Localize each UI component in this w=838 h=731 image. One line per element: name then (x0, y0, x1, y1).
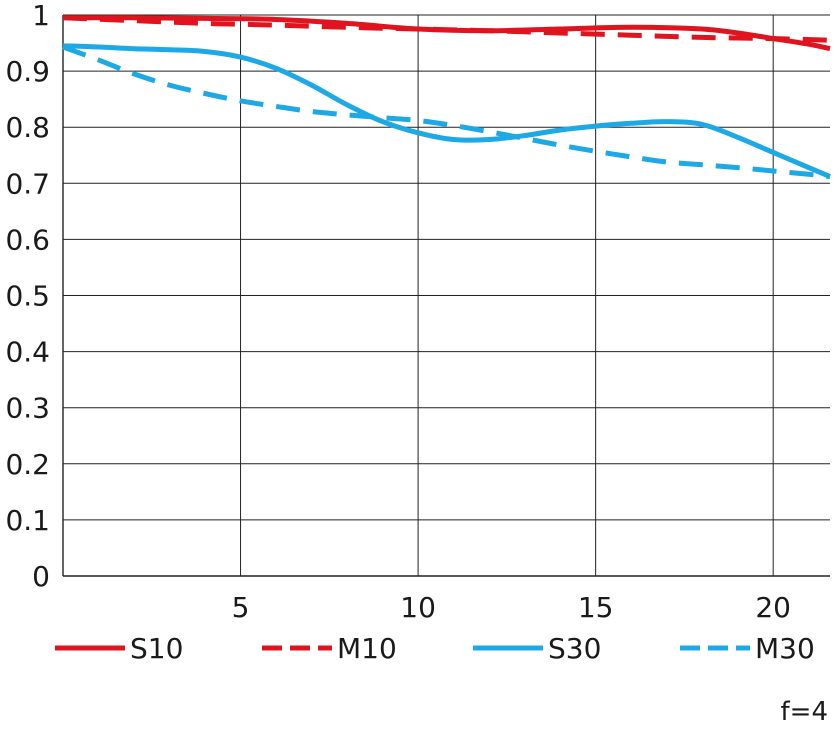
series-lines (62, 15, 831, 180)
y-tick-label: 1 (32, 0, 50, 32)
legend-label-s30: S30 (548, 632, 601, 665)
series-line-s30 (62, 43, 831, 179)
y-tick-label: 0.1 (5, 504, 50, 537)
y-tick-label: 0 (32, 560, 50, 593)
y-tick-label: 0.3 (5, 392, 50, 425)
y-tick-label: 0.4 (5, 336, 50, 369)
y-tick-label: 0.5 (5, 280, 50, 313)
y-tick-label: 0.9 (5, 55, 50, 88)
x-tick-label: 10 (400, 591, 436, 624)
y-tick-label: 0.8 (5, 111, 50, 144)
y-tick-label: 0.7 (5, 167, 50, 200)
x-axis-ticks: 5 10 15 20 (232, 591, 791, 624)
legend: S10 M10 S30 M30 (55, 632, 815, 665)
grid (62, 14, 830, 577)
legend-label-m30: M30 (755, 632, 815, 665)
legend-label-m10: M10 (337, 632, 397, 665)
y-tick-label: 0.6 (5, 223, 50, 256)
y-tick-label: 0.2 (5, 448, 50, 481)
aperture-note: f=4 (781, 697, 828, 727)
y-axis-ticks: 0 0.1 0.2 0.3 0.4 0.5 0.6 0.7 0.8 0.9 1 (5, 0, 50, 593)
series-line-m10 (62, 15, 831, 43)
series-line-m30 (62, 44, 831, 180)
legend-label-s10: S10 (130, 632, 183, 665)
x-tick-label: 20 (755, 591, 791, 624)
x-tick-label: 15 (578, 591, 614, 624)
x-tick-label: 5 (232, 591, 250, 624)
